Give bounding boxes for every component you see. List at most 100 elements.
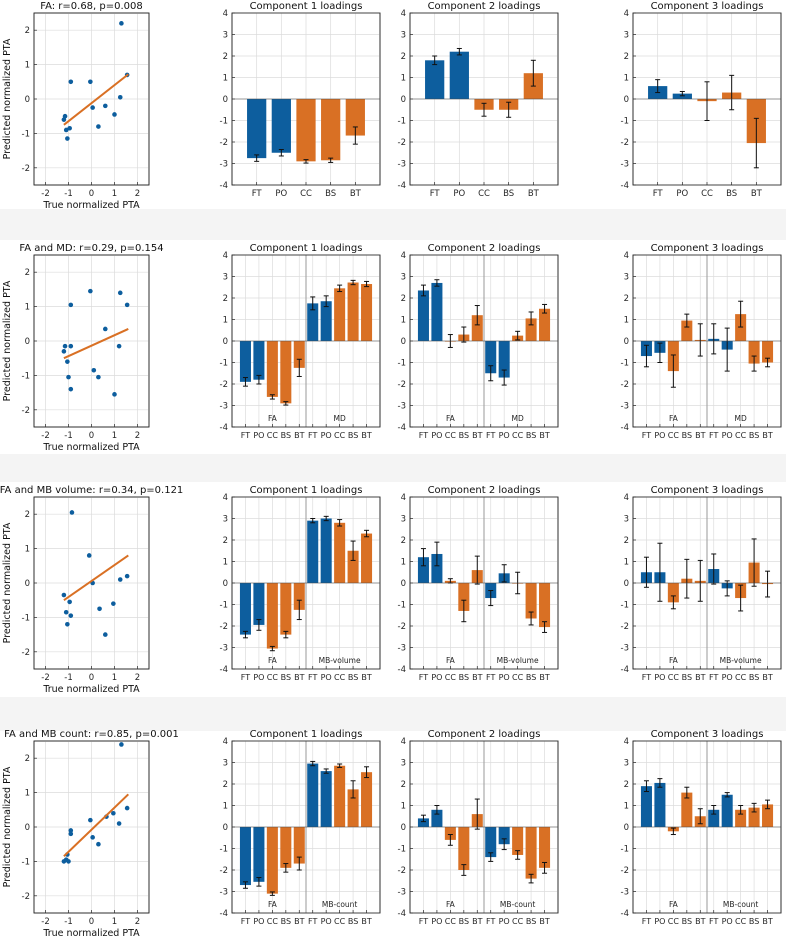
bar [361,284,373,341]
y-tick-label: -2 [22,406,30,416]
x-tick-label: 2 [135,673,140,683]
y-tick-label: 2 [25,26,30,36]
x-tick-label: BT [695,673,705,682]
y-tick-label: 4 [223,9,228,19]
bar [271,99,291,153]
y-tick-label: 4 [401,251,406,261]
x-tick-label: BS [682,673,692,682]
x-tick-label: CC [735,917,747,926]
x-tick-label: PO [722,673,733,682]
y-tick-label: -3 [398,160,406,170]
y-tick-label: -2 [621,380,629,390]
y-axis-label: Predicted normalized PTA [2,766,13,887]
scatter-title: FA and MB volume: r=0.34, p=0.121 [0,485,183,496]
scatter-point [68,831,74,837]
bar [539,583,551,628]
scatter-plot-3: -2 -1 0 1 2 -2 -1 0 1 2 FA and MB volume: r=0.34, … [0,485,183,695]
x-tick-label: BS [749,673,759,682]
bar [347,282,359,341]
x-tick-label: CC [445,673,457,682]
scatter-point [116,343,122,349]
bar [293,583,305,610]
x-axis-label: True normalized PTA [42,442,140,453]
y-tick-label: 1 [401,316,406,326]
x-tick-label: PO [431,673,442,682]
scatter-point [86,553,92,558]
x-tick-label: BT [762,673,772,682]
bar [417,818,429,827]
bar [721,794,733,827]
bar-chart-row1-comp3: -4 -3 -2 -1 0 1 2 3 4 FT PO CC BS BT Component 3 loadi… [621,1,782,199]
x-tick-label: 0 [89,189,94,199]
x-tick-label: PO [722,431,733,440]
bar [485,827,497,858]
scatter-point [67,599,72,605]
x-tick-label: PO [253,673,264,682]
x-tick-label: BS [281,917,291,926]
plot-border [231,496,381,670]
y-tick-label: 0 [624,579,629,589]
scatter-point [68,613,74,618]
scatter-point [62,113,68,119]
x-tick-label: CC [334,917,346,926]
x-tick-label: FT [308,917,317,926]
y-tick-label: -1 [220,117,228,127]
x-tick-label: -1 [64,673,72,683]
bar [334,765,346,827]
y-tick-label: 1 [223,802,228,812]
y-tick-label: 0 [25,579,30,589]
y-tick-label: 2 [624,780,629,790]
y-tick-label: -4 [621,665,629,675]
x-tick-label: BS [281,431,291,440]
y-tick-label: -2 [621,622,629,632]
x-tick-label: FT [709,673,718,682]
x-tick-label: BS [459,917,469,926]
scatter-point [124,805,130,811]
x-tick-label: BT [472,431,482,440]
scatter-title: FA and MB count: r=0.85, p=0.001 [4,729,179,740]
y-tick-label: 1 [223,74,228,84]
y-tick-label: 3 [401,273,406,283]
x-tick-label: PO [654,673,665,682]
x-tick-label: PO [499,917,510,926]
x-tick-label: FT [709,431,718,440]
x-tick-label: 1 [112,673,117,683]
x-tick-label: CC [334,673,346,682]
y-tick-label: 4 [223,251,228,261]
y-tick-label: -2 [220,138,228,148]
scatter-point [97,606,102,612]
chart-title: Component 2 loadings [428,485,541,496]
y-tick-label: 4 [624,251,629,261]
plot-border [632,254,782,428]
x-tick-label: BT [539,917,549,926]
bar [431,282,443,341]
scatter-point [112,392,117,397]
bar [681,792,693,827]
bar [667,583,679,603]
y-tick-label: -4 [220,909,228,919]
y-tick-label: -2 [398,380,406,390]
y-axis-label: Predicted normalized PTA [2,280,13,401]
scatter-point [63,609,69,615]
x-tick-label: 1 [112,189,117,199]
y-tick-label: -3 [621,888,629,898]
x-tick-label: FT [642,673,651,682]
y-tick-label: -4 [398,665,406,675]
x-tick-label: CC [334,431,346,440]
y-tick-label: 4 [223,737,228,747]
scatter-point [124,302,130,308]
scatter-point [119,742,124,747]
y-tick-label: -1 [220,359,228,369]
chart-title: Component 2 loadings [428,243,541,254]
x-tick-label: BT [762,917,772,926]
y-tick-label: -4 [398,181,406,191]
y-tick-label: 1 [401,802,406,812]
scatter-point [68,343,74,349]
y-tick-label: 0 [624,95,629,105]
row-separator-3 [0,697,786,731]
x-tick-label: BS [526,673,536,682]
x-tick-label: BS [726,189,737,199]
